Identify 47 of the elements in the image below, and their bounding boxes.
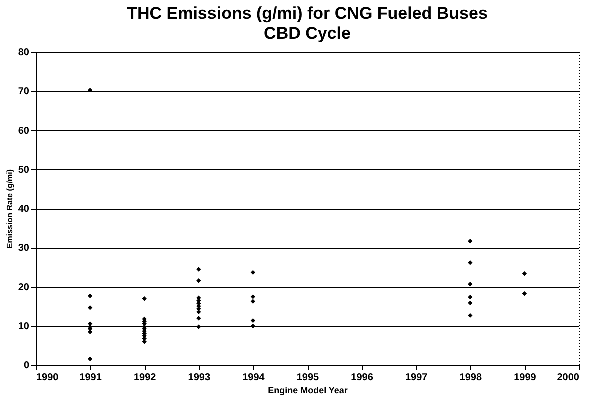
point — [250, 324, 256, 329]
chart-title: THC Emissions (g/mi) for CNG Fueled Buses — [127, 4, 488, 23]
y-axis-title: Emission Rate (g/mi) — [5, 169, 14, 249]
point — [250, 299, 256, 304]
point — [468, 239, 473, 244]
point — [250, 294, 256, 300]
x-tick-label: 1991 — [80, 372, 102, 384]
y-tick-label: 40 — [18, 204, 30, 215]
point — [196, 316, 202, 321]
point — [142, 340, 147, 344]
x-tick-label: 2000 — [557, 372, 580, 384]
y-tick-label: 10 — [18, 321, 30, 332]
x-tick-label: 1992 — [134, 372, 157, 384]
point — [468, 313, 473, 318]
point — [522, 291, 528, 296]
point — [468, 294, 473, 300]
y-tick-label: 80 — [18, 48, 30, 58]
x-tick-label: 1995 — [296, 372, 320, 384]
y-tick-label: 70 — [18, 86, 30, 98]
x-tick-label: 1994 — [242, 372, 266, 384]
point — [522, 271, 528, 276]
y-tick-label: 20 — [18, 282, 30, 294]
point — [468, 300, 473, 306]
x-axis-title: Engine Model Year — [268, 386, 348, 396]
point — [250, 270, 256, 276]
x-tick-label: 1999 — [514, 372, 537, 384]
point — [250, 318, 256, 324]
point — [88, 294, 93, 298]
y-tick-label: 50 — [18, 164, 30, 176]
x-tick-label: 1996 — [351, 372, 374, 384]
x-tick-label: 1993 — [188, 372, 211, 384]
point — [88, 306, 93, 310]
point — [196, 324, 202, 330]
point — [196, 278, 202, 284]
point — [468, 282, 473, 287]
point — [468, 260, 473, 266]
y-tick-label: 60 — [18, 126, 30, 137]
point — [88, 356, 93, 362]
y-tick-label: 30 — [18, 243, 30, 254]
point — [142, 296, 147, 302]
x-tick-label: 1990 — [36, 372, 60, 384]
y-tick-label: 0 — [24, 360, 30, 372]
x-tick-label: 1997 — [405, 372, 428, 384]
point — [196, 267, 202, 272]
point — [88, 88, 93, 93]
chart-subtitle: CBD Cycle — [264, 24, 351, 43]
x-tick-label: 1998 — [460, 372, 482, 384]
